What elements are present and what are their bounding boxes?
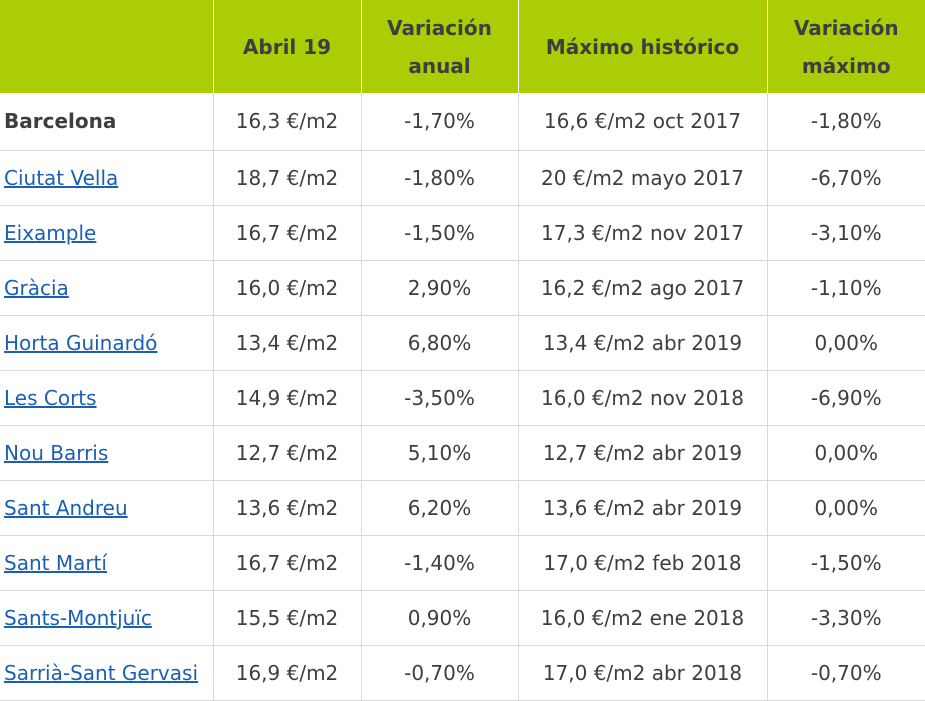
historic-max-cell: 16,6 €/m2 oct 2017 — [517, 93, 767, 151]
header-max-change: Variación máximo — [766, 0, 925, 93]
table-row: Barcelona 16,3 €/m2 -1,70% 16,6 €/m2 oct 20… — [0, 93, 925, 151]
price-cell: 16,7 €/m2 — [212, 205, 361, 261]
historic-max-cell: 17,0 €/m2 abr 2018 — [517, 645, 767, 701]
price-cell: 16,7 €/m2 — [212, 535, 361, 591]
historic-max-cell: 12,7 €/m2 abr 2019 — [517, 425, 767, 481]
annual-change-cell: 6,20% — [360, 480, 518, 536]
district-link[interactable]: Sant Martí — [4, 550, 107, 575]
area-cell: Horta Guinardó — [0, 315, 213, 371]
table-row: Gràcia 16,0 €/m2 2,90% 16,2 €/m2 ago 2017 -1… — [0, 260, 925, 316]
price-cell: 15,5 €/m2 — [212, 590, 361, 646]
historic-max-cell: 13,4 €/m2 abr 2019 — [517, 315, 767, 371]
max-change-cell: -3,10% — [766, 205, 925, 261]
district-link[interactable]: Sarrià-Sant Gervasi — [4, 660, 198, 685]
annual-change-cell: 6,80% — [360, 315, 518, 371]
historic-max-cell: 13,6 €/m2 abr 2019 — [517, 480, 767, 536]
table-row: Sants-Montjuïc 15,5 €/m2 0,90% 16,0 €/m2 en… — [0, 590, 925, 646]
header-area — [0, 0, 213, 93]
area-cell: Sants-Montjuïc — [0, 590, 213, 646]
area-cell: Sant Martí — [0, 535, 213, 591]
max-change-cell: 0,00% — [766, 480, 925, 536]
city-name: Barcelona — [4, 109, 117, 134]
area-cell: Ciutat Vella — [0, 150, 213, 206]
historic-max-cell: 16,0 €/m2 nov 2018 — [517, 370, 767, 426]
historic-max-cell: 16,0 €/m2 ene 2018 — [517, 590, 767, 646]
table-row: Sant Andreu 13,6 €/m2 6,20% 13,6 €/m2 abr 2… — [0, 480, 925, 536]
price-cell: 13,6 €/m2 — [212, 480, 361, 536]
district-link[interactable]: Gràcia — [4, 275, 69, 300]
table-row: Sarrià-Sant Gervasi 16,9 €/m2 -0,70% 17,0 €… — [0, 645, 925, 701]
table-header: Abril 19 Variación anual Máximo históric… — [0, 0, 925, 93]
max-change-cell: 0,00% — [766, 425, 925, 481]
district-link[interactable]: Nou Barris — [4, 440, 109, 465]
annual-change-cell: -0,70% — [360, 645, 518, 701]
price-cell: 12,7 €/m2 — [212, 425, 361, 481]
historic-max-cell: 16,2 €/m2 ago 2017 — [517, 260, 767, 316]
price-cell: 13,4 €/m2 — [212, 315, 361, 371]
price-cell: 16,9 €/m2 — [212, 645, 361, 701]
table-row: Les Corts 14,9 €/m2 -3,50% 16,0 €/m2 nov 20… — [0, 370, 925, 426]
max-change-cell: -6,70% — [766, 150, 925, 206]
max-change-cell: -1,10% — [766, 260, 925, 316]
table-row: Horta Guinardó 13,4 €/m2 6,80% 13,4 €/m2 ab… — [0, 315, 925, 371]
max-change-cell: -3,30% — [766, 590, 925, 646]
annual-change-cell: 5,10% — [360, 425, 518, 481]
header-row: Abril 19 Variación anual Máximo históric… — [0, 0, 925, 93]
annual-change-cell: -1,50% — [360, 205, 518, 261]
max-change-cell: -1,80% — [766, 93, 925, 151]
annual-change-cell: -1,40% — [360, 535, 518, 591]
header-annual-change: Variación anual — [360, 0, 518, 93]
annual-change-cell: 0,90% — [360, 590, 518, 646]
header-historic-max: Máximo histórico — [517, 0, 767, 93]
max-change-cell: 0,00% — [766, 315, 925, 371]
price-cell: 16,3 €/m2 — [212, 93, 361, 151]
district-link[interactable]: Eixample — [4, 220, 97, 245]
header-april: Abril 19 — [212, 0, 361, 93]
price-cell: 18,7 €/m2 — [212, 150, 361, 206]
max-change-cell: -6,90% — [766, 370, 925, 426]
max-change-cell: -1,50% — [766, 535, 925, 591]
district-link[interactable]: Sant Andreu — [4, 495, 128, 520]
area-cell: Gràcia — [0, 260, 213, 316]
table-row: Eixample 16,7 €/m2 -1,50% 17,3 €/m2 nov 201… — [0, 205, 925, 261]
historic-max-cell: 17,0 €/m2 feb 2018 — [517, 535, 767, 591]
area-cell: Barcelona — [0, 93, 213, 151]
area-cell: Nou Barris — [0, 425, 213, 481]
annual-change-cell: -1,70% — [360, 93, 518, 151]
district-link[interactable]: Ciutat Vella — [4, 165, 119, 190]
historic-max-cell: 20 €/m2 mayo 2017 — [517, 150, 767, 206]
table-body: Barcelona 16,3 €/m2 -1,70% 16,6 €/m2 oct 20… — [0, 93, 925, 701]
area-cell: Eixample — [0, 205, 213, 261]
price-cell: 16,0 €/m2 — [212, 260, 361, 316]
district-link[interactable]: Sants-Montjuïc — [4, 605, 152, 630]
table-row: Nou Barris 12,7 €/m2 5,10% 12,7 €/m2 abr 20… — [0, 425, 925, 481]
max-change-cell: -0,70% — [766, 645, 925, 701]
historic-max-cell: 17,3 €/m2 nov 2017 — [517, 205, 767, 261]
table-row: Sant Martí 16,7 €/m2 -1,40% 17,0 €/m2 feb 2… — [0, 535, 925, 591]
annual-change-cell: -3,50% — [360, 370, 518, 426]
area-cell: Sant Andreu — [0, 480, 213, 536]
district-link[interactable]: Les Corts — [4, 385, 97, 410]
table-row: Ciutat Vella 18,7 €/m2 -1,80% 20 €/m2 mayo … — [0, 150, 925, 206]
annual-change-cell: 2,90% — [360, 260, 518, 316]
area-cell: Sarrià-Sant Gervasi — [0, 645, 213, 701]
area-cell: Les Corts — [0, 370, 213, 426]
district-link[interactable]: Horta Guinardó — [4, 330, 158, 355]
price-cell: 14,9 €/m2 — [212, 370, 361, 426]
annual-change-cell: -1,80% — [360, 150, 518, 206]
